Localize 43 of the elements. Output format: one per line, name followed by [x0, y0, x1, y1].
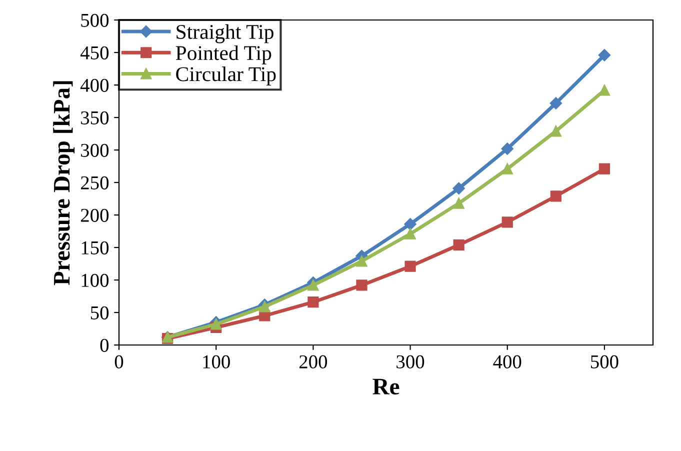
point: [550, 97, 562, 110]
point: [501, 142, 514, 155]
x-tick-label: 100: [203, 355, 230, 368]
point: [356, 280, 368, 291]
x-tick-label: 0: [114, 355, 124, 368]
point: [550, 190, 562, 202]
y-tick-label: 250: [80, 176, 109, 190]
point: [404, 218, 416, 230]
legend-label: Circular Tip: [176, 66, 276, 86]
y-tick-label: 300: [81, 144, 109, 157]
legend-label: Pointed Tip: [176, 45, 272, 64]
y-axis-title: Pressure Drop [kPa]: [53, 81, 75, 286]
point: [598, 49, 611, 62]
x-tick-label: 200: [299, 355, 328, 368]
y-tick-label: 50: [90, 306, 109, 320]
y-tick-label: 100: [82, 274, 109, 287]
y-tick-label: 400: [80, 78, 109, 92]
y-tick-label: 450: [80, 46, 109, 60]
point: [210, 318, 222, 330]
point: [453, 198, 464, 209]
x-tick-label: 500: [591, 355, 618, 368]
point: [308, 296, 319, 308]
point: [356, 256, 368, 267]
point: [259, 301, 270, 312]
point: [404, 260, 416, 272]
point: [502, 216, 513, 228]
point: [452, 182, 465, 194]
legend-label: Straight Tip: [176, 24, 274, 44]
point: [502, 163, 513, 174]
point: [550, 126, 562, 137]
y-tick-label: 350: [81, 111, 109, 124]
y-tick-label: 0: [100, 338, 109, 352]
y-tick-label: 200: [80, 208, 109, 222]
point: [598, 163, 610, 174]
y-tick-label: 150: [82, 241, 109, 254]
y-tick-label: 500: [81, 14, 109, 27]
point: [453, 239, 464, 250]
x-tick-label: 400: [493, 355, 522, 368]
point: [308, 280, 319, 291]
x-axis-title: Re: [372, 378, 400, 395]
x-tick-label: 300: [396, 355, 424, 368]
point: [404, 228, 416, 240]
point: [598, 84, 610, 96]
